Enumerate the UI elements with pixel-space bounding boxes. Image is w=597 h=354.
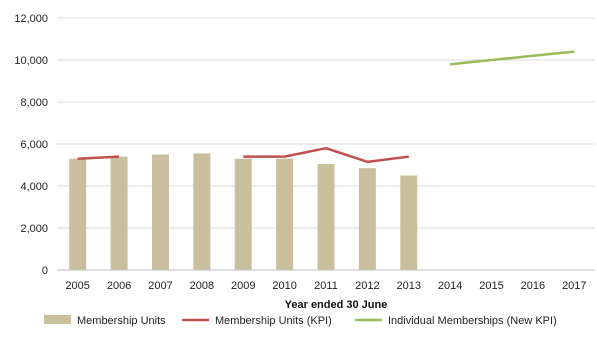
- line-membership-units-kpi: [77, 155, 120, 160]
- x-tick-label: 2017: [562, 280, 586, 292]
- x-tick-label: 2014: [438, 280, 462, 292]
- bar-2013: [400, 175, 418, 270]
- x-tick-label: 2011: [314, 280, 338, 292]
- legend: Membership Units Membership Units (KPI) In…: [44, 315, 557, 327]
- x-tick-label: 2007: [148, 280, 172, 292]
- y-tick-label: 2,000: [20, 223, 48, 235]
- y-tick-label: 0: [42, 265, 48, 277]
- y-tick-label: 12,000: [14, 13, 48, 25]
- bar-2006: [110, 156, 128, 270]
- y-tick-label: 6,000: [20, 139, 48, 151]
- line-membership-units-kpi: [243, 146, 409, 164]
- y-tick-label: 10,000: [14, 55, 48, 67]
- line-individual-memberships-new-kpi: [450, 50, 575, 66]
- bar-2009: [234, 158, 252, 270]
- x-tick-label: 2006: [107, 280, 131, 292]
- x-tick-label: 2005: [65, 280, 89, 292]
- legend-label: Individual Memberships (New KPI): [388, 315, 557, 327]
- bar-2005: [69, 158, 87, 270]
- bar-series: [69, 153, 418, 270]
- gridlines: [57, 17, 595, 229]
- bar-2008: [193, 153, 211, 270]
- bar-2007: [151, 154, 169, 270]
- x-tick-label: 2009: [231, 280, 255, 292]
- x-tick-label: 2015: [479, 280, 503, 292]
- legend-label: Membership Units: [77, 315, 166, 327]
- line-series: [77, 50, 575, 164]
- x-axis-title: Year ended 30 June: [285, 299, 388, 311]
- x-axis-tick-labels: 2005 2006 2007 2008 2009 2010 2011 2012 2013 2014…: [65, 280, 586, 292]
- x-tick-label: 2016: [521, 280, 545, 292]
- x-tick-label: 2010: [272, 280, 296, 292]
- x-tick-label: 2012: [355, 280, 379, 292]
- x-tick-label: 2008: [190, 280, 214, 292]
- legend-swatch-bar: [44, 315, 71, 324]
- bar-2010: [276, 158, 294, 270]
- x-tick-label: 2013: [397, 280, 421, 292]
- y-axis-tick-labels: 0 2,000 4,000 6,000 8,000 10,000 12,000: [14, 13, 48, 277]
- bar-2011: [317, 163, 335, 270]
- y-tick-label: 4,000: [20, 181, 48, 193]
- bar-2012: [358, 168, 376, 270]
- legend-label: Membership Units (KPI): [215, 315, 332, 327]
- y-tick-label: 8,000: [20, 97, 48, 109]
